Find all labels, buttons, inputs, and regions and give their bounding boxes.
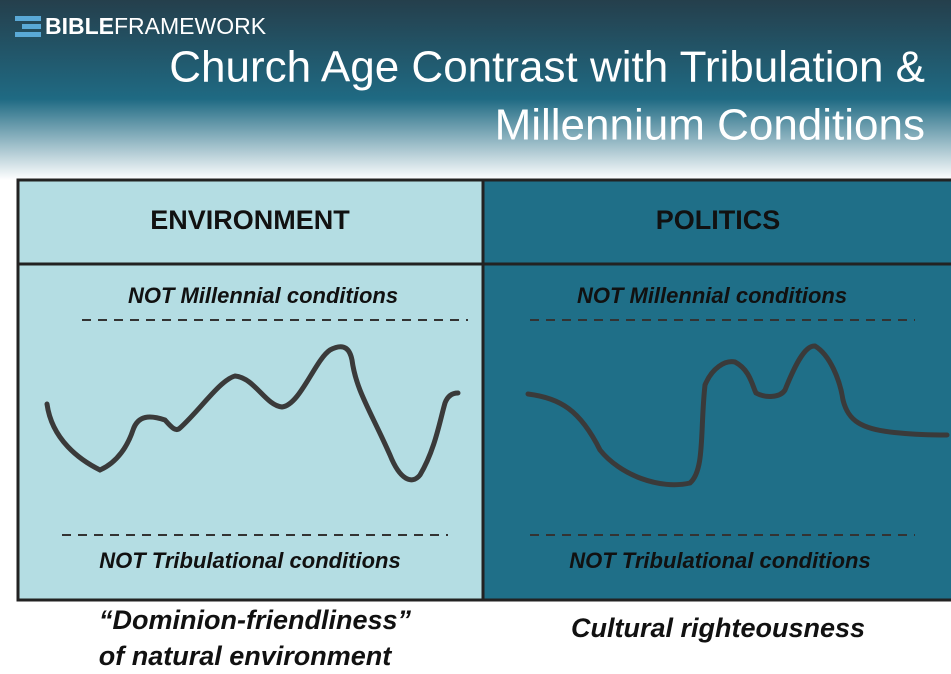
wave: [44, 344, 461, 483]
bottom-label: NOT Tribulational conditions: [569, 548, 870, 573]
logo: BIBLEFRAMEWORK: [45, 13, 267, 39]
caption: of natural environment: [99, 641, 393, 671]
caption: “Dominion-friendliness”: [99, 605, 412, 635]
logo-light: FRAMEWORK: [114, 13, 267, 39]
bottom-label: NOT Tribulational conditions: [99, 548, 400, 573]
panel-heading: POLITICS: [656, 205, 781, 235]
right-panel: [483, 180, 951, 600]
logo-icon: [15, 16, 41, 37]
panel-heading: ENVIRONMENT: [150, 205, 350, 235]
top-label: NOT Millennial conditions: [577, 283, 847, 308]
caption: Cultural righteousness: [571, 613, 865, 643]
logo-bold: BIBLE: [45, 13, 114, 39]
left-panel: [18, 180, 483, 600]
wave: [525, 343, 950, 488]
title-line: Church Age Contrast with Tribulation &: [169, 43, 925, 92]
top-label: NOT Millennial conditions: [128, 283, 398, 308]
table-border: [16, 178, 951, 602]
title-line: Millennium Conditions: [495, 101, 925, 150]
header-band: [0, 0, 951, 180]
